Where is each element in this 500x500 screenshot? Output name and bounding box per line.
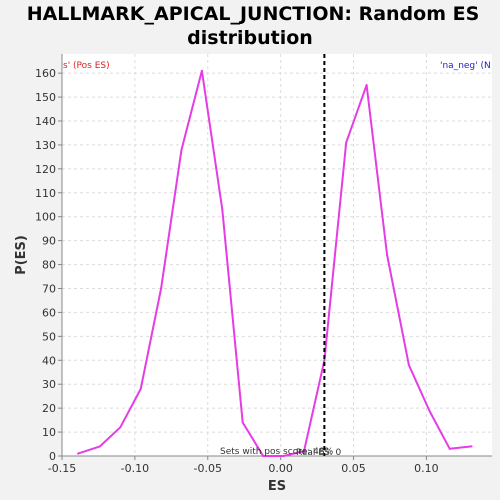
chart-title-line-1: HALLMARK_APICAL_JUNCTION: Random ES xyxy=(27,3,480,25)
y-tick-label: 90 xyxy=(42,235,56,248)
data-point xyxy=(200,69,203,72)
y-tick-label: 40 xyxy=(42,354,56,367)
data-point xyxy=(470,445,473,448)
y-tick-label: 140 xyxy=(35,115,56,128)
y-tick-label: 50 xyxy=(42,330,56,343)
left-corner-label: s' (Pos ES) xyxy=(63,61,110,71)
data-point xyxy=(98,445,101,448)
data-point xyxy=(77,452,80,455)
data-point xyxy=(160,287,163,290)
y-tick-label: 70 xyxy=(42,283,56,296)
x-tick-label: -0.05 xyxy=(194,462,222,475)
y-tick-label: 110 xyxy=(35,187,56,200)
data-point xyxy=(365,84,368,87)
footnote-real-es: Real ES: 0 xyxy=(296,448,342,458)
plot-area xyxy=(62,54,492,456)
y-tick-label: 0 xyxy=(49,450,56,463)
chart-title-line-2: distribution xyxy=(187,27,313,49)
y-tick-label: 100 xyxy=(35,211,56,224)
data-point xyxy=(323,359,326,362)
y-tick-label: 130 xyxy=(35,139,56,152)
data-point xyxy=(221,208,224,211)
x-axis-label: ES xyxy=(268,479,286,494)
data-point xyxy=(407,364,410,367)
y-tick-label: 150 xyxy=(35,91,56,104)
x-tick-label: 0.05 xyxy=(341,462,366,475)
data-point xyxy=(139,388,142,390)
data-point xyxy=(241,421,244,424)
data-point xyxy=(282,455,285,457)
series-group xyxy=(77,69,473,457)
data-point xyxy=(262,455,265,457)
y-tick-label: 20 xyxy=(42,402,56,415)
y-tick-label: 80 xyxy=(42,259,56,272)
y-tick-label: 120 xyxy=(35,163,56,176)
y-tick-label: 60 xyxy=(42,306,56,319)
data-point xyxy=(180,148,183,151)
y-axis-ticks: 0 10 20 30 40 50 60 70 80 90 100 110 120 130 140 150 160 xyxy=(35,67,62,463)
series-line xyxy=(77,69,472,457)
x-tick-label: -0.15 xyxy=(48,462,76,475)
y-tick-label: 10 xyxy=(42,426,56,439)
y-tick-label: 30 xyxy=(42,378,56,391)
data-point xyxy=(345,141,348,144)
data-point xyxy=(448,447,451,450)
x-tick-label: 0.00 xyxy=(268,462,293,475)
y-tick-label: 160 xyxy=(35,67,56,80)
data-point xyxy=(119,426,122,429)
right-corner-label: 'na_neg' (N xyxy=(440,61,491,71)
x-axis-ticks: -0.15 -0.10 -0.05 0.00 0.05 0.10 xyxy=(48,456,439,475)
x-tick-label: -0.10 xyxy=(121,462,149,475)
data-point xyxy=(428,409,431,412)
data-point xyxy=(302,450,305,453)
y-axis-label: P(ES) xyxy=(14,235,29,275)
footnote-pos-score: Sets with pos score: 48% xyxy=(220,447,334,457)
data-point xyxy=(386,254,389,256)
x-tick-label: 0.10 xyxy=(414,462,439,475)
